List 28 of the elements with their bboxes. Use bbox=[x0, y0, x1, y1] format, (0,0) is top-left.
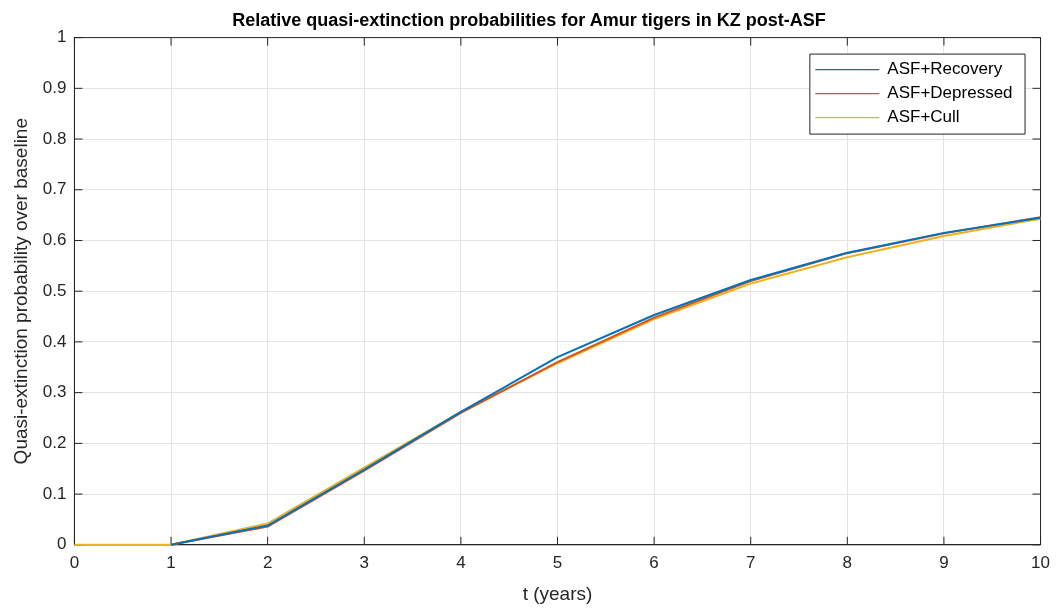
x-tick-label: 6 bbox=[649, 552, 659, 572]
y-tick-label: 0.6 bbox=[42, 230, 67, 250]
y-tick-label: 0.2 bbox=[42, 433, 67, 453]
x-tick-label: 9 bbox=[939, 552, 949, 572]
y-tick-label: 0.4 bbox=[42, 331, 67, 351]
x-tick-label: 7 bbox=[745, 552, 756, 572]
x-tick-label: 4 bbox=[456, 552, 466, 572]
x-tick-label: 5 bbox=[552, 552, 563, 572]
x-tick-label: 3 bbox=[359, 552, 369, 572]
y-tick-label: 0.5 bbox=[42, 280, 67, 300]
y-tick-label: 0.3 bbox=[42, 382, 67, 402]
y-axis-title: Quasi-extinction probability over baseline bbox=[9, 117, 31, 465]
x-tick-label: 1 bbox=[166, 552, 176, 572]
y-tick-label: 0 bbox=[56, 534, 67, 554]
legend-label: ASF+Cull bbox=[887, 107, 960, 127]
x-tick-label: 8 bbox=[842, 552, 853, 572]
x-axis-title: t (years) bbox=[522, 582, 593, 604]
x-tick-label: 0 bbox=[69, 552, 80, 572]
chart-title: Relative quasi-extinction probabilities for Amur tigers in KZ post-ASF bbox=[232, 9, 826, 30]
y-tick-label: 0.7 bbox=[42, 179, 67, 199]
legend-label: ASF+Recovery bbox=[887, 59, 1003, 79]
y-tick-label: 0.8 bbox=[42, 128, 67, 148]
y-tick-label: 1 bbox=[56, 27, 67, 47]
x-tick-label: 2 bbox=[262, 552, 273, 572]
x-tick-label: 10 bbox=[1031, 552, 1051, 572]
y-tick-label: 0.9 bbox=[42, 78, 67, 98]
y-tick-label: 0.1 bbox=[42, 483, 67, 503]
legend-label: ASF+Depressed bbox=[887, 83, 1013, 103]
